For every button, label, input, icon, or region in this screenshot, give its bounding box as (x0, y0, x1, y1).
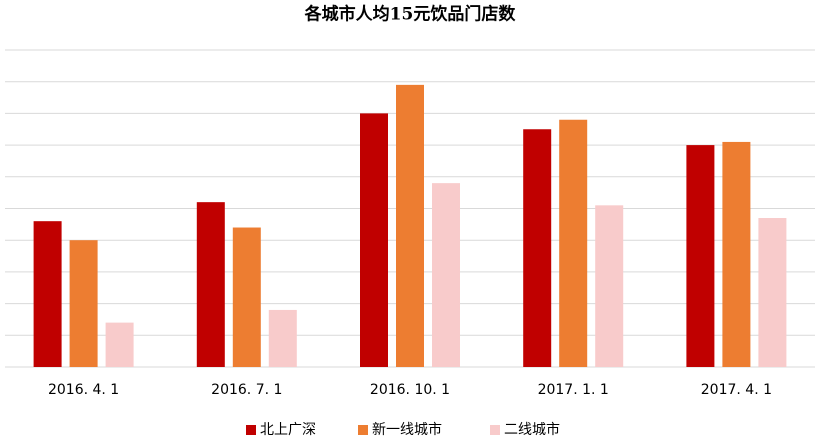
legend-swatch (358, 425, 368, 435)
bar (33, 221, 62, 367)
x-tick-label: 2016. 10. 1 (370, 382, 450, 398)
x-tick-label: 2016. 4. 1 (48, 382, 119, 398)
legend-label: 新一线城市 (372, 421, 442, 438)
bar (758, 218, 787, 367)
bar (523, 129, 552, 367)
bar (268, 309, 297, 367)
legend-label: 北上广深 (260, 422, 316, 438)
bar (432, 183, 460, 367)
bar (686, 145, 715, 367)
bar (232, 227, 261, 367)
bar (559, 119, 588, 368)
bar (196, 202, 225, 367)
legend-swatch (246, 425, 256, 435)
bar (396, 84, 424, 368)
bar (360, 113, 388, 368)
legend-label: 二线城市 (504, 421, 560, 438)
bar (69, 240, 98, 367)
chart-title: 各城市人均15元饮品门店数 (304, 4, 517, 25)
bar (595, 205, 624, 367)
legend-swatch (490, 425, 500, 435)
bar (722, 141, 751, 367)
x-tick-label: 2016. 7. 1 (211, 382, 282, 398)
x-tick-label: 2017. 1. 1 (538, 382, 609, 398)
x-tick-label: 2017. 4. 1 (701, 382, 772, 398)
bar (105, 322, 134, 367)
